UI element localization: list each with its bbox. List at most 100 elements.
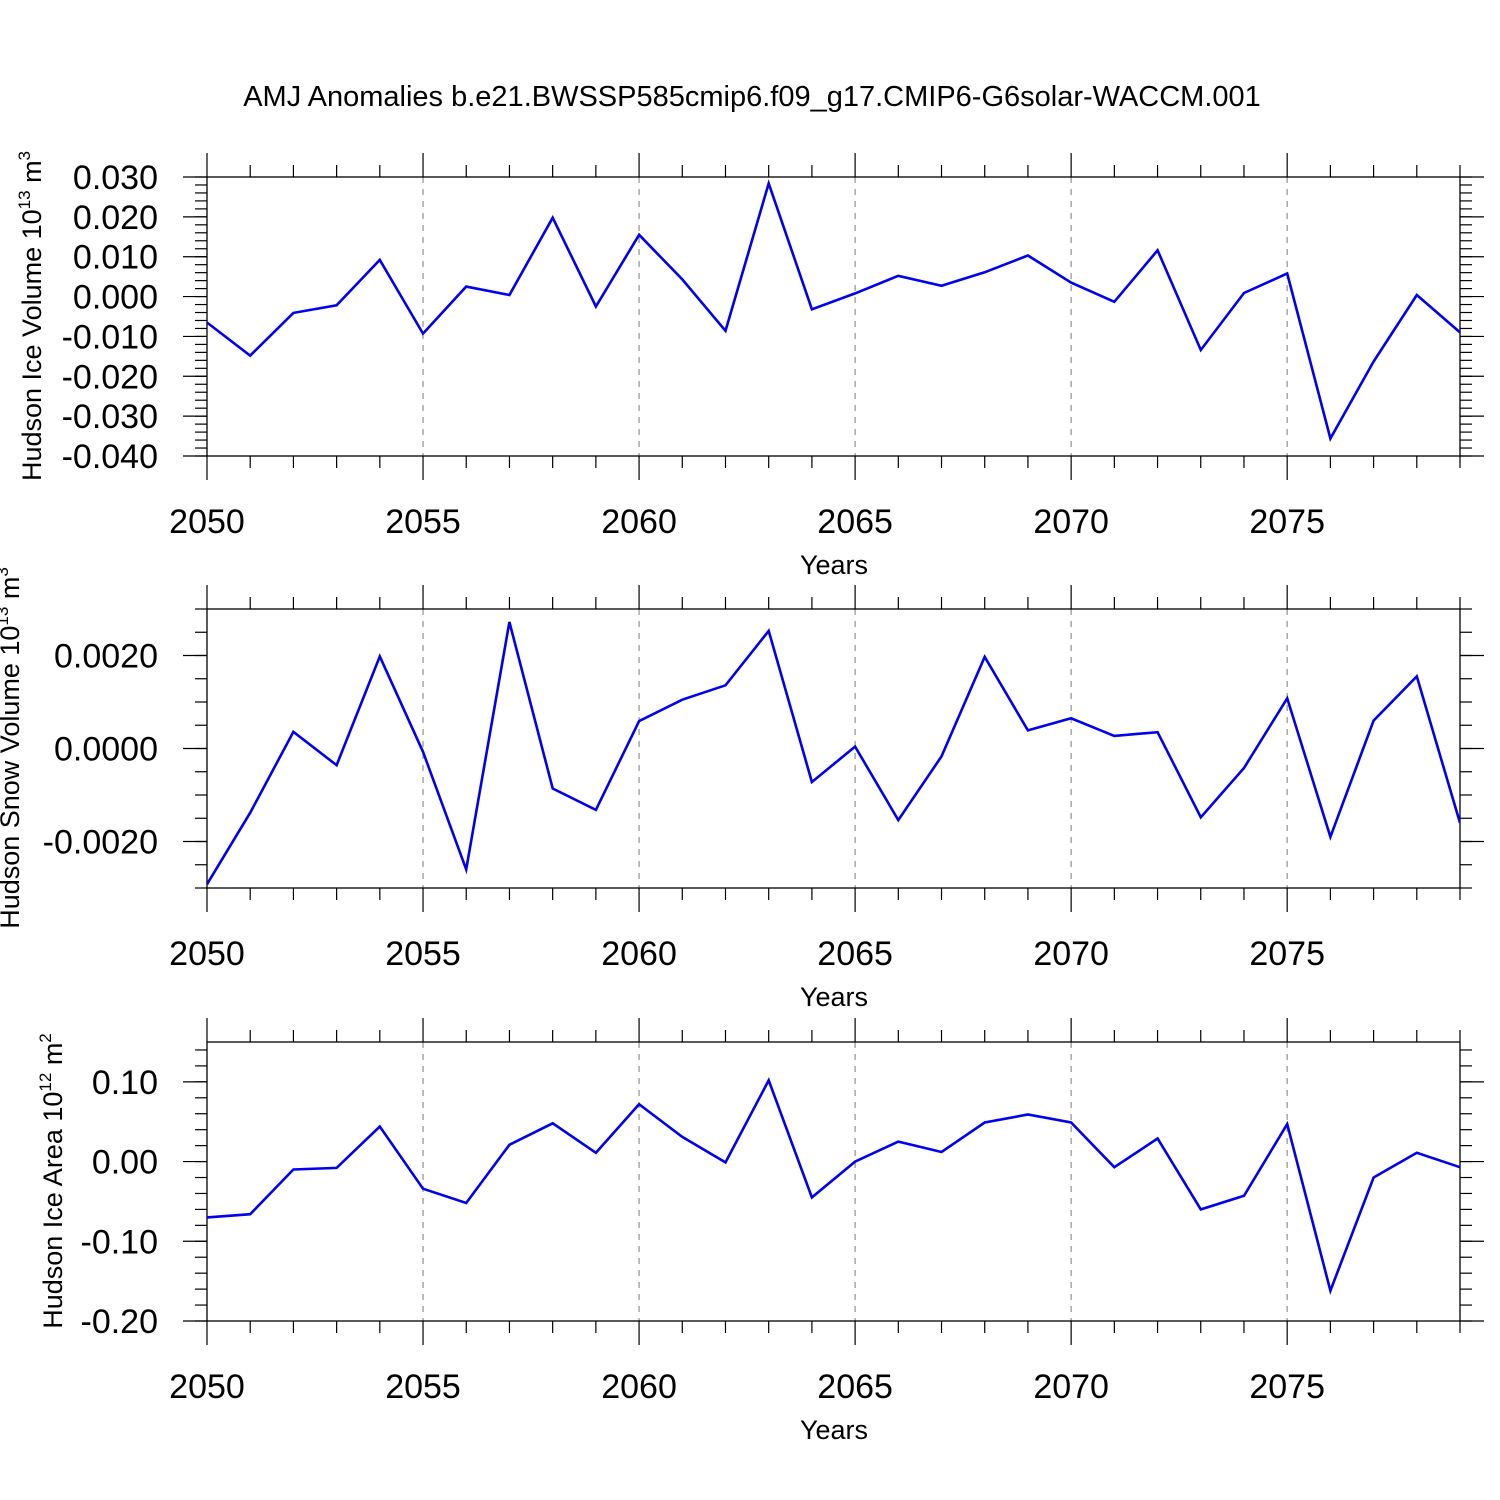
- data-point: [1199, 815, 1203, 819]
- data-point: [464, 867, 468, 871]
- x-tick-label: 2050: [169, 503, 245, 541]
- data-point: [1199, 1207, 1203, 1211]
- y-tick-label: -0.10: [81, 1223, 159, 1261]
- data-point: [810, 307, 814, 311]
- data-point: [248, 1212, 252, 1216]
- y-axis-label: Hudson Snow Volume 1013 m3: [0, 567, 25, 929]
- data-point: [637, 1102, 641, 1106]
- data-point: [723, 1160, 727, 1164]
- data-point: [421, 332, 425, 336]
- x-tick-label: 2065: [817, 935, 893, 973]
- y-axis-label: Hudson Ice Volume 1013 m3: [15, 151, 47, 481]
- x-tick-label: 2055: [385, 1368, 461, 1406]
- data-point: [335, 303, 339, 307]
- data-point: [551, 786, 555, 790]
- data-point: [1285, 696, 1289, 700]
- data-point: [248, 354, 252, 358]
- data-point: [335, 1166, 339, 1170]
- data-point: [1026, 1113, 1030, 1117]
- y-tick-label: 0.10: [92, 1064, 158, 1102]
- data-point: [983, 270, 987, 274]
- data-point: [810, 1195, 814, 1199]
- series-line: [207, 1077, 1460, 1295]
- x-axis-label: Years: [800, 1415, 868, 1445]
- data-point: [853, 291, 857, 295]
- data-point: [896, 274, 900, 278]
- data-point: [1328, 436, 1332, 440]
- x-tick-label: 2065: [817, 503, 893, 541]
- series-line: [207, 621, 1460, 885]
- data-point: [421, 1187, 425, 1191]
- data-point: [507, 293, 511, 297]
- data-point: [810, 780, 814, 784]
- y-axis-label: Hudson Ice Area 1012 m2: [36, 1033, 68, 1329]
- data-point: [594, 305, 598, 309]
- x-tick-label: 2070: [1033, 935, 1109, 973]
- x-axis-label: Years: [800, 982, 868, 1012]
- y-tick-label: 0.0020: [54, 638, 158, 676]
- y-tick-label: -0.030: [62, 398, 158, 436]
- y-tick-label: 0.00: [92, 1144, 158, 1182]
- x-tick-label: 2050: [169, 1368, 245, 1406]
- data-point: [1328, 1289, 1332, 1293]
- data-point: [853, 1160, 857, 1164]
- data-point: [248, 811, 252, 815]
- data-point: [1156, 730, 1160, 734]
- data-point: [1156, 248, 1160, 252]
- data-point: [1458, 1165, 1462, 1169]
- y-tick-label: -0.0020: [43, 824, 158, 862]
- data-point: [680, 1135, 684, 1139]
- plot-frame: [206, 176, 1461, 457]
- data-point: [767, 181, 771, 185]
- data-point: [1069, 716, 1073, 720]
- data-point: [1285, 1122, 1289, 1126]
- data-point: [1112, 734, 1116, 738]
- data-point: [291, 730, 295, 734]
- data-point: [1458, 821, 1462, 825]
- x-axis-label: Years: [800, 550, 868, 580]
- data-point: [637, 233, 641, 237]
- data-point: [1415, 674, 1419, 678]
- data-point: [421, 750, 425, 754]
- x-tick-label: 2060: [601, 935, 677, 973]
- y-tick-label: -0.20: [81, 1303, 159, 1341]
- data-point: [940, 1150, 944, 1154]
- data-point: [205, 1215, 209, 1219]
- y-tick-label: 0.000: [73, 279, 158, 317]
- series-line: [207, 179, 1460, 442]
- x-tick-label: 2070: [1033, 1368, 1109, 1406]
- data-point: [1026, 728, 1030, 732]
- data-point: [205, 320, 209, 324]
- data-point: [1069, 281, 1073, 285]
- data-point: [680, 698, 684, 702]
- plot-frame: [206, 1041, 1461, 1322]
- data-point: [378, 654, 382, 658]
- x-tick-label: 2055: [385, 503, 461, 541]
- data-point: [464, 1201, 468, 1205]
- y-tick-label: 0.010: [73, 239, 158, 277]
- data-point: [1199, 348, 1203, 352]
- data-point: [551, 1121, 555, 1125]
- data-point: [1415, 1151, 1419, 1155]
- x-tick-label: 2050: [169, 935, 245, 973]
- x-tick-label: 2060: [601, 503, 677, 541]
- data-point: [680, 277, 684, 281]
- data-point: [594, 1151, 598, 1155]
- data-point: [767, 1078, 771, 1082]
- data-point: [723, 683, 727, 687]
- data-point: [723, 329, 727, 333]
- data-point: [291, 1168, 295, 1172]
- y-tick-label: 0.0000: [54, 731, 158, 769]
- figure-title: AMJ Anomalies b.e21.BWSSP585cmip6.f09_g1…: [243, 81, 1261, 113]
- x-tick-label: 2075: [1249, 1368, 1325, 1406]
- data-point: [853, 745, 857, 749]
- data-point: [1242, 1194, 1246, 1198]
- data-point: [983, 1121, 987, 1125]
- data-point: [1285, 271, 1289, 275]
- data-point: [1242, 766, 1246, 770]
- data-point: [1372, 719, 1376, 723]
- panel-3: 2050 2055 2060 2065 2070 2075 -0.20 -0.10 0.00 0.…: [36, 1018, 1484, 1445]
- data-point: [767, 629, 771, 633]
